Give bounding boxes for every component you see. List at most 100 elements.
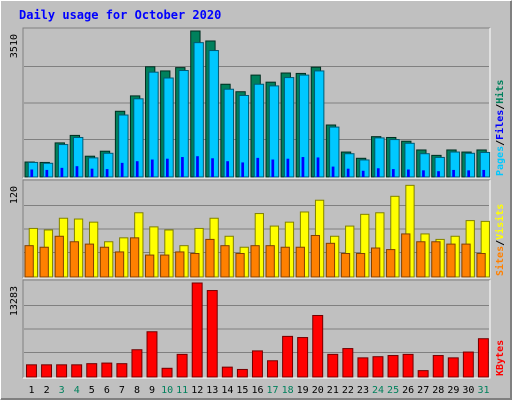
bar-kbytes-10 xyxy=(161,367,173,378)
bar-kbytes-28 xyxy=(432,355,444,378)
bar-sites-30 xyxy=(461,243,471,278)
axis-label-part: / xyxy=(495,240,506,246)
bar-kbytes-21 xyxy=(327,353,339,378)
axis-label-part: Visits xyxy=(494,204,506,240)
x-tick-7: 7 xyxy=(119,385,125,396)
bar-pages-31 xyxy=(482,169,486,177)
bar-sites-22 xyxy=(340,253,351,278)
bar-pages-19 xyxy=(301,157,305,177)
bar-kbytes-12 xyxy=(191,282,203,378)
bar-pages-17 xyxy=(271,159,275,177)
x-tick-22: 22 xyxy=(342,385,354,396)
bar-sites-21 xyxy=(325,242,336,278)
bar-pages-8 xyxy=(135,161,139,177)
panel-middle-border-light xyxy=(23,180,491,279)
x-tick-30: 30 xyxy=(462,385,474,396)
axis-label-part: Sites xyxy=(494,246,506,276)
panel-bottom: 13283 KBytes xyxy=(9,279,506,379)
bar-sites-20 xyxy=(310,234,321,278)
x-tick-20: 20 xyxy=(312,385,324,396)
bar-pages-6 xyxy=(105,169,109,177)
bar-kbytes-19 xyxy=(297,337,309,378)
bar-sites-11 xyxy=(175,251,185,278)
x-tick-26: 26 xyxy=(402,385,414,396)
panel-middle-axis-label: Sites/Visits xyxy=(494,204,506,276)
x-tick-8: 8 xyxy=(134,385,140,396)
x-tick-17: 17 xyxy=(267,385,279,396)
x-tick-12: 12 xyxy=(191,385,203,396)
bar-kbytes-16 xyxy=(251,350,263,378)
x-tick-1: 1 xyxy=(29,385,35,396)
x-tick-11: 11 xyxy=(176,385,188,396)
panel-bottom-max-label: 13283 xyxy=(9,286,20,316)
bar-sites-19 xyxy=(295,246,305,278)
bar-kbytes-1 xyxy=(26,364,37,378)
x-tick-21: 21 xyxy=(327,385,339,396)
bar-kbytes-15 xyxy=(236,368,248,378)
bar-sites-1 xyxy=(24,245,34,278)
bar-sites-10 xyxy=(160,254,170,278)
x-tick-2: 2 xyxy=(44,385,50,396)
bar-sites-17 xyxy=(265,245,275,278)
axis-label-part: / xyxy=(495,140,506,146)
bar-kbytes-22 xyxy=(342,348,354,378)
x-tick-18: 18 xyxy=(282,385,294,396)
bar-pages-5 xyxy=(90,168,94,177)
bar-pages-9 xyxy=(150,159,154,177)
bar-kbytes-13 xyxy=(206,290,218,378)
bar-pages-13 xyxy=(211,158,214,177)
bar-sites-6 xyxy=(99,246,110,278)
bar-sites-31 xyxy=(476,253,486,278)
chart-panels: 3510Pages/Files/Hits120Sites/Visits13283… xyxy=(9,27,506,379)
bar-kbytes-8 xyxy=(131,349,143,378)
bar-sites-16 xyxy=(250,245,260,278)
bar-kbytes-27 xyxy=(417,370,429,378)
x-tick-13: 13 xyxy=(206,385,218,396)
bar-pages-26 xyxy=(407,169,410,177)
bar-sites-5 xyxy=(84,243,95,278)
bar-kbytes-4 xyxy=(71,364,83,378)
bar-files-13 xyxy=(208,50,219,178)
x-tick-5: 5 xyxy=(89,385,95,396)
panel-top-border-dark xyxy=(22,27,490,178)
bar-sites-2 xyxy=(39,246,49,278)
bar-kbytes-6 xyxy=(101,362,113,378)
x-tick-9: 9 xyxy=(149,385,155,396)
bar-pages-29 xyxy=(452,169,455,177)
x-tick-16: 16 xyxy=(251,385,263,396)
axis-label-part: Pages xyxy=(495,146,506,176)
x-tick-19: 19 xyxy=(297,385,309,396)
bar-pages-30 xyxy=(467,170,471,177)
x-tick-25: 25 xyxy=(387,385,399,396)
panel-top: 3510 Pages/Files/Hits xyxy=(9,27,506,179)
bar-pages-2 xyxy=(45,169,49,177)
axis-label-part: KBytes xyxy=(495,340,506,376)
bar-pages-16 xyxy=(256,157,260,177)
panel-bottom-border-dark xyxy=(22,279,490,378)
bar-pages-21 xyxy=(331,166,335,177)
bar-kbytes-17 xyxy=(267,360,278,378)
x-tick-labels: 1 2 3 4 5 6 7 8 9 10 11 12 13 14 15 16 17 18 19 20 21 22 23 24 2… xyxy=(29,385,490,396)
bar-pages-20 xyxy=(316,157,320,177)
bar-pages-4 xyxy=(75,166,79,177)
bar-kbytes-24 xyxy=(372,356,384,378)
bar-sites-25 xyxy=(386,249,396,278)
bar-kbytes-18 xyxy=(282,335,294,378)
bar-pages-12 xyxy=(196,156,199,177)
bar-kbytes-7 xyxy=(116,363,128,378)
bar-pages-10 xyxy=(166,158,169,177)
panel-top-max-label: 3510 xyxy=(9,34,20,58)
bar-pages-28 xyxy=(437,171,440,177)
bar-pages-25 xyxy=(391,169,395,177)
bar-sites-27 xyxy=(416,241,426,278)
x-tick-15: 15 xyxy=(236,385,248,396)
bar-kbytes-29 xyxy=(447,357,459,378)
panel-middle: 120 Sites/Visits xyxy=(9,179,506,279)
panel-top-axis-label: Pages/Files/Hits xyxy=(494,80,506,176)
x-tick-14: 14 xyxy=(221,385,233,396)
x-tick-23: 23 xyxy=(357,385,369,396)
panel-middle-max-label: 120 xyxy=(9,186,20,204)
